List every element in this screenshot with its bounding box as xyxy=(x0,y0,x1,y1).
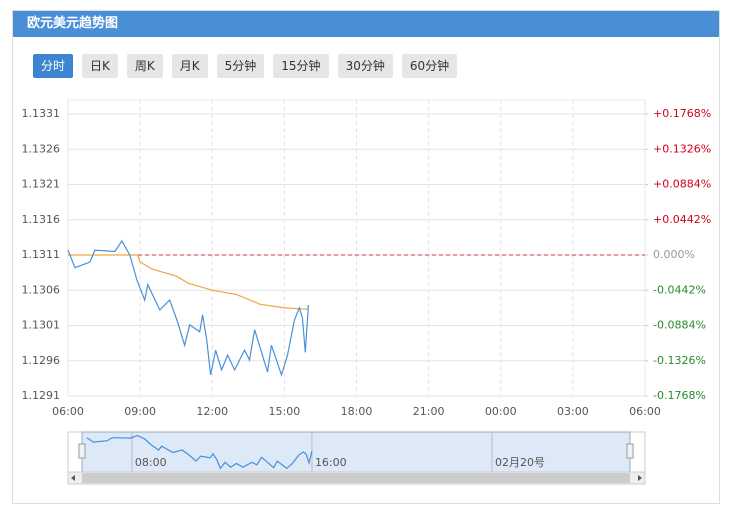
navigator-label: 08:00 xyxy=(135,456,167,469)
series-line xyxy=(67,239,309,377)
tab-button[interactable]: 周K xyxy=(126,54,163,78)
x-tick-label: 12:00 xyxy=(196,405,228,418)
x-tick-label: 18:00 xyxy=(341,405,373,418)
y2-tick-label: +0.1326% xyxy=(653,142,711,155)
tab-button[interactable]: 30分钟 xyxy=(337,54,393,78)
y2-tick-label: +0.0884% xyxy=(653,178,711,191)
scroll-right[interactable] xyxy=(638,475,642,481)
y-tick-label: 1.1306 xyxy=(22,283,61,296)
y-tick-label: 1.1331 xyxy=(22,107,61,120)
x-tick-label: 21:00 xyxy=(413,405,445,418)
navigator-label: 16:00 xyxy=(315,456,347,469)
tab-bar: 分时 日K 周K 月K 5分钟 15分钟 30分钟 60分钟 xyxy=(33,54,458,78)
y2-tick-label: -0.1768% xyxy=(653,389,706,402)
y-tick-label: 1.1296 xyxy=(22,354,61,367)
tab-button[interactable]: 月K xyxy=(171,54,208,78)
y2-tick-label: -0.0884% xyxy=(653,319,706,332)
y2-tick-label: -0.0442% xyxy=(653,283,706,296)
series-line xyxy=(68,254,309,310)
y-tick-label: 1.1301 xyxy=(22,319,61,332)
y-tick-label: 1.1326 xyxy=(22,142,61,155)
tab-button[interactable]: 15分钟 xyxy=(273,54,329,78)
navigator-handle[interactable] xyxy=(78,443,86,459)
scroll-left[interactable] xyxy=(71,475,75,481)
y-tick-label: 1.1316 xyxy=(22,213,61,226)
y2-tick-label: -0.1326% xyxy=(653,354,706,367)
tab-button[interactable]: 5分钟 xyxy=(216,54,265,78)
y-tick-label: 1.1321 xyxy=(22,178,61,191)
scrollbar-thumb[interactable] xyxy=(82,473,630,483)
x-tick-label: 06:00 xyxy=(52,405,84,418)
x-tick-label: 06:00 xyxy=(629,405,661,418)
tab-button[interactable]: 60分钟 xyxy=(401,54,458,78)
x-tick-label: 15:00 xyxy=(269,405,301,418)
x-tick-label: 03:00 xyxy=(557,405,589,418)
y-tick-label: 1.1291 xyxy=(22,389,61,402)
panel-title: 欧元美元趋势图 xyxy=(13,11,719,37)
navigator-handle[interactable] xyxy=(626,443,634,459)
x-tick-label: 09:00 xyxy=(124,405,156,418)
y-tick-label: 1.1311 xyxy=(22,248,61,261)
y2-tick-label: +0.0442% xyxy=(653,213,711,226)
panel: 欧元美元趋势图 分时 日K 周K 月K 5分钟 15分钟 30分钟 60分钟 xyxy=(12,10,720,504)
navigator-line xyxy=(86,434,313,470)
y2-tick-label: +0.1768% xyxy=(653,107,711,120)
navigator-label: 02月20号 xyxy=(495,456,545,469)
tab-button[interactable]: 分时 xyxy=(33,54,74,78)
x-tick-label: 00:00 xyxy=(485,405,517,418)
y2-tick-label: 0.000% xyxy=(653,248,695,261)
tab-button[interactable]: 日K xyxy=(82,54,118,78)
